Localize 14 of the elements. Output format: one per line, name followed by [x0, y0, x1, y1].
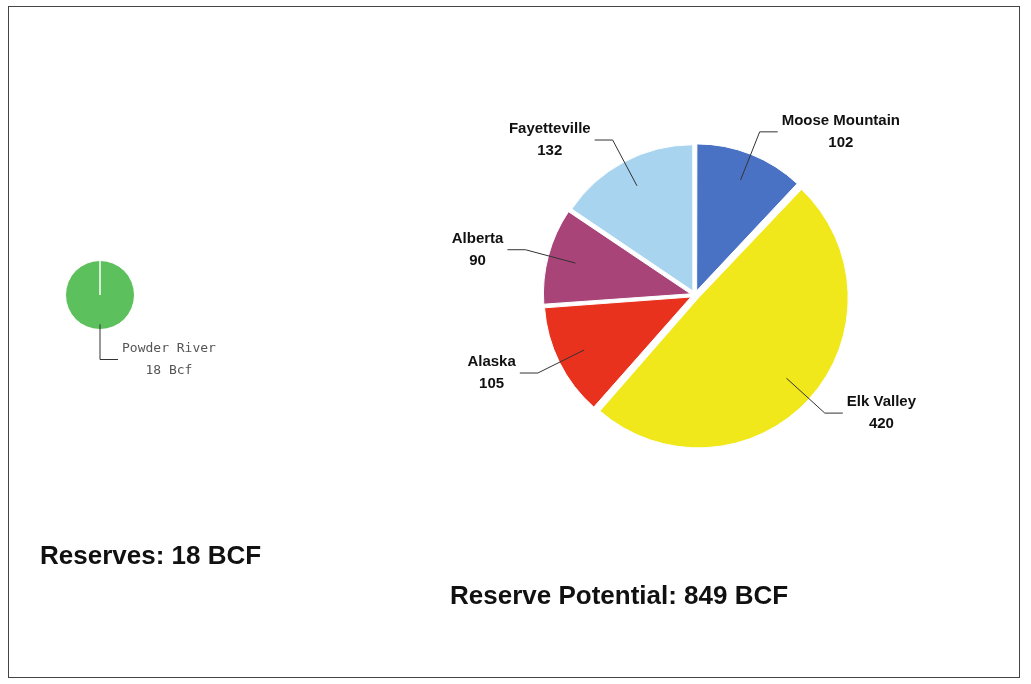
slice-label: Elk Valley [846, 392, 917, 410]
data-label: 420 [868, 414, 894, 432]
data-label: 132 [537, 141, 563, 159]
slice-label: Moose Mountain [781, 110, 900, 128]
data-label: 105 [479, 374, 505, 392]
slice-label: Alberta [451, 228, 505, 246]
data-label: 102 [828, 132, 854, 150]
slice-label: Powder River [122, 339, 217, 355]
data-label: 18 Bcf [145, 361, 193, 377]
text: Reserves: 18 BCF [40, 540, 262, 571]
slice-label: Alaska [467, 352, 517, 370]
data-label: 90 [469, 250, 486, 268]
slice-label: Fayetteville [508, 119, 591, 137]
text: Reserve Potential: 849 BCF [450, 580, 789, 611]
